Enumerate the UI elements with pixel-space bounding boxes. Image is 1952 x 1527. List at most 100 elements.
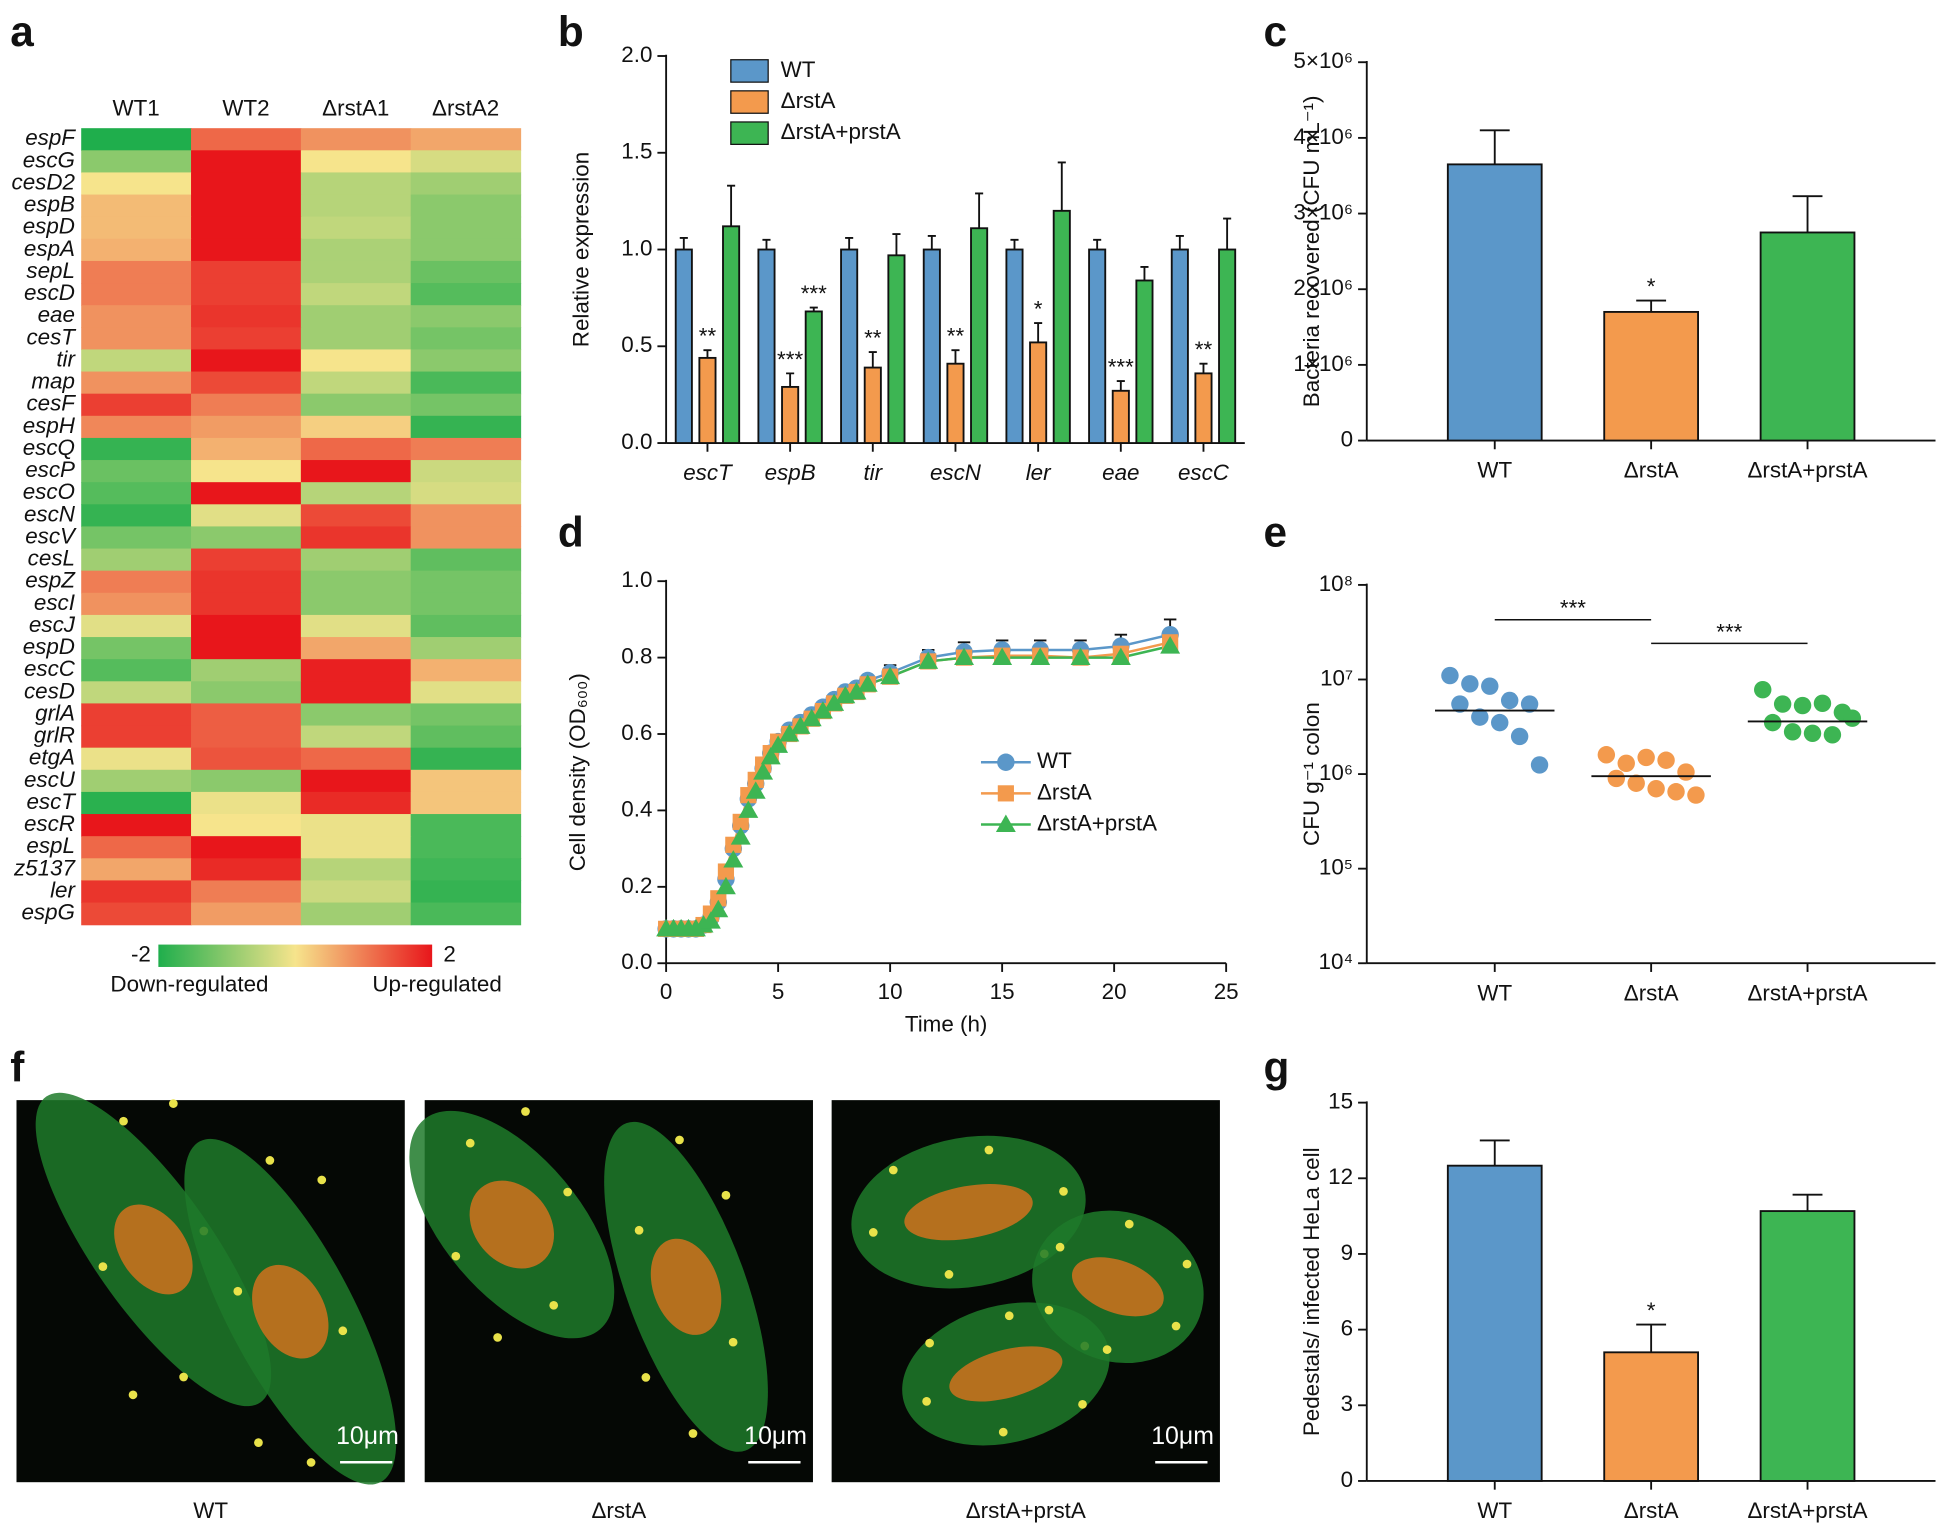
bar: [1759, 1210, 1856, 1482]
bacteria: [688, 1429, 698, 1438]
image-caption: ΔrstA+prstA: [966, 1498, 1086, 1523]
bacteria: [1182, 1259, 1192, 1269]
point: [1843, 709, 1862, 727]
bar: [1759, 231, 1856, 442]
y-tick-label: 1×10⁶: [1293, 351, 1353, 376]
point: [1491, 713, 1509, 732]
significance-label: ***: [801, 281, 827, 306]
x-tick-label: 20: [1102, 979, 1127, 1004]
series-line: [666, 641, 1171, 931]
row-label: map: [31, 369, 75, 394]
heatmap-cell: [81, 128, 192, 151]
nucleus: [1071, 1257, 1164, 1317]
significance-label: **: [864, 326, 882, 351]
marker: [715, 876, 736, 895]
heatmap-cell: [81, 747, 192, 771]
bacteria: [306, 1458, 316, 1467]
point: [1607, 769, 1626, 788]
error-bar: [975, 192, 984, 229]
heatmap-cell: [81, 460, 192, 483]
heatmap-cell: [81, 504, 192, 528]
heatmap-cell: [410, 194, 522, 218]
error-bar: [1034, 322, 1043, 343]
point: [1677, 763, 1695, 781]
bacteria: [675, 1135, 684, 1145]
heatmap-cell: [191, 460, 302, 483]
legend-label: ΔrstA: [781, 88, 836, 113]
bacteria: [451, 1251, 461, 1261]
row-label: cesL: [28, 546, 75, 571]
heatmap-cell: [410, 393, 522, 417]
row-label: espL: [26, 833, 75, 858]
heatmap-cell: [81, 482, 192, 505]
panel-label: d: [558, 508, 584, 555]
error-bar: [1223, 217, 1232, 250]
row-label: sepL: [26, 258, 75, 283]
column-label: WT2: [222, 95, 269, 120]
row-label: z5137: [13, 855, 77, 880]
bacteria: [634, 1225, 644, 1235]
colorbar-tick-label: -2: [131, 942, 151, 967]
row-label: cesD: [24, 678, 75, 703]
marker: [801, 708, 822, 727]
bacteria: [168, 1099, 178, 1108]
row-label: escO: [23, 479, 75, 504]
bacteria: [1059, 1187, 1068, 1196]
heatmap-cell: [300, 172, 412, 196]
y-tick-label: 0: [1341, 1467, 1353, 1492]
x-tick-label: tir: [863, 460, 883, 485]
heatmap-cell: [300, 194, 412, 218]
panel-label: b: [558, 8, 584, 55]
row-label: etgA: [29, 745, 75, 770]
panel-label: f: [10, 1043, 25, 1090]
point: [1813, 694, 1832, 713]
heatmap-cell: [410, 592, 522, 616]
x-tick-label: escC: [1178, 460, 1230, 485]
heatmap-cell: [191, 260, 302, 284]
bar: [781, 385, 800, 444]
point: [1451, 695, 1469, 713]
legend-label: WT: [1037, 748, 1072, 773]
panel-label: e: [1263, 508, 1287, 555]
row-label: espB: [24, 192, 75, 217]
heatmap-cell: [191, 305, 302, 328]
heatmap-cell: [191, 349, 302, 373]
nucleus: [949, 1346, 1063, 1402]
bar: [1446, 1164, 1543, 1482]
marker: [857, 674, 878, 692]
heatmap-cell: [300, 305, 412, 328]
error-bar: [762, 238, 771, 250]
point: [1657, 751, 1675, 769]
bacteria: [465, 1138, 475, 1148]
heatmap-cell: [81, 393, 192, 417]
marker: [1160, 636, 1181, 654]
row-label: escC: [24, 656, 76, 681]
bacteria: [1044, 1305, 1054, 1315]
bar: [757, 248, 776, 444]
y-tick-label: 1.0: [621, 567, 652, 592]
heatmap-cell: [81, 437, 192, 461]
bar: [946, 362, 965, 444]
bacteria: [1124, 1219, 1134, 1229]
heatmap-cell: [191, 504, 302, 528]
column-label: WT1: [112, 95, 159, 120]
panel-label: g: [1263, 1043, 1289, 1090]
heatmap-cell: [300, 371, 412, 395]
error-bar: [679, 236, 688, 250]
heatmap-cell: [191, 769, 302, 793]
marker: [1030, 647, 1051, 666]
heatmap-cell: [410, 437, 522, 461]
heatmap-cell: [410, 703, 522, 727]
marker: [918, 651, 939, 669]
bacteria: [721, 1190, 731, 1200]
y-tick-label: 6: [1341, 1316, 1353, 1341]
heatmap-cell: [191, 128, 302, 151]
significance-label: **: [699, 324, 717, 349]
heatmap-cell: [81, 415, 192, 439]
heatmap-cell: [81, 349, 192, 373]
heatmap-cell: [300, 349, 412, 373]
row-label: escV: [25, 523, 77, 548]
heatmap-cell: [300, 725, 412, 749]
heatmap-cell: [410, 349, 522, 373]
heatmap-cell: [300, 150, 412, 174]
